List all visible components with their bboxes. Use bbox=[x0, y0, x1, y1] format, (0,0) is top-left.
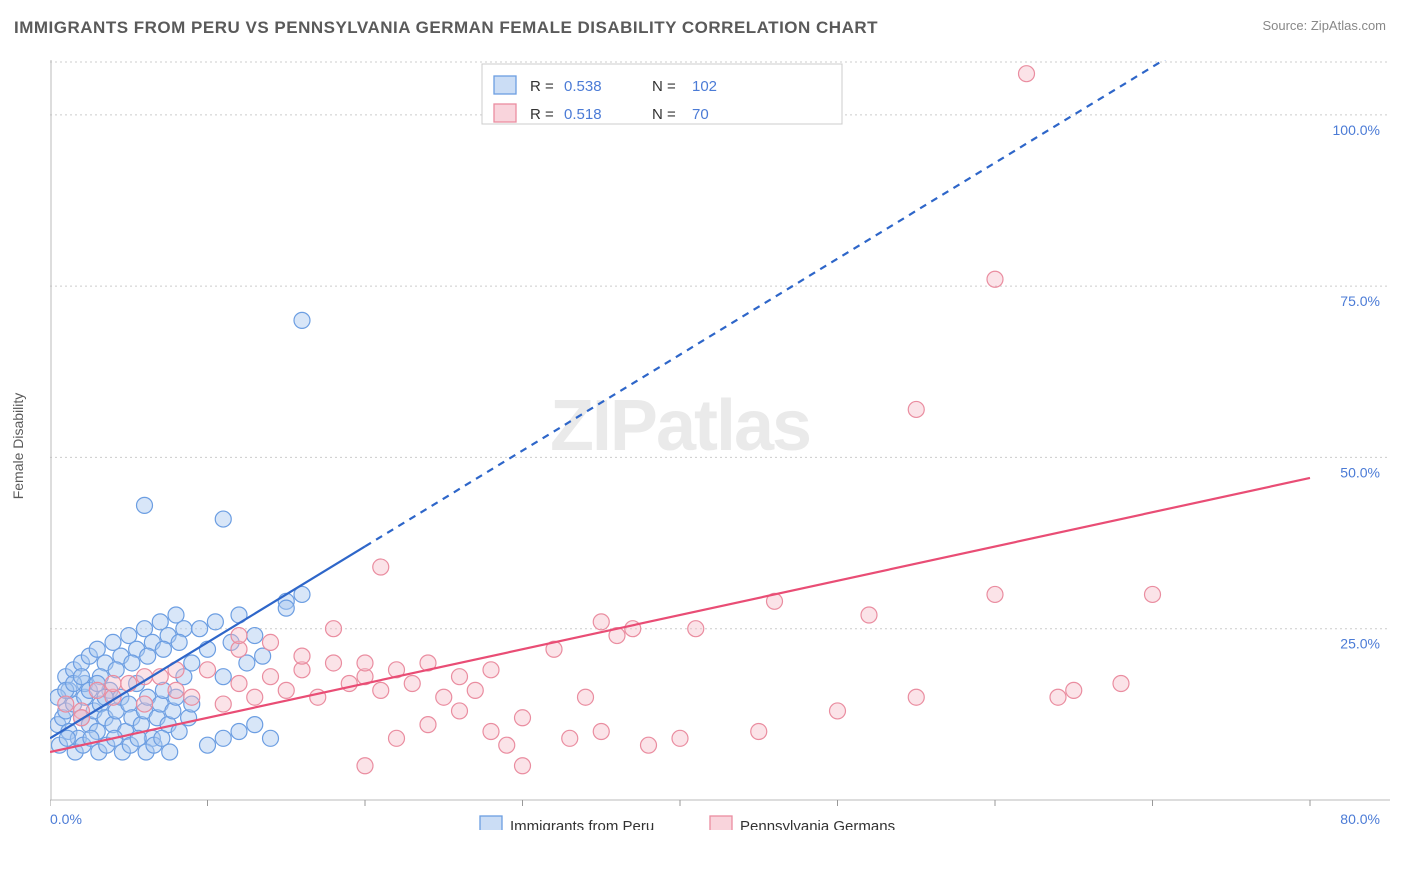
scatter-point bbox=[155, 641, 171, 657]
legend-r-label: R = bbox=[530, 78, 554, 95]
y-tick-label: 75.0% bbox=[1340, 293, 1380, 309]
scatter-point bbox=[231, 628, 247, 644]
legend-n-label: N = bbox=[652, 106, 676, 123]
y-tick-label: 100.0% bbox=[1333, 122, 1380, 138]
y-axis-label: Female Disability bbox=[10, 393, 26, 500]
scatter-point bbox=[1066, 682, 1082, 698]
scatter-point bbox=[499, 737, 515, 753]
scatter-point bbox=[231, 676, 247, 692]
scatter-point bbox=[483, 723, 499, 739]
scatter-point bbox=[124, 655, 140, 671]
scatter-point bbox=[987, 271, 1003, 287]
chart-title: IMMIGRANTS FROM PERU VS PENNSYLVANIA GER… bbox=[14, 18, 878, 38]
legend-n-label: N = bbox=[652, 78, 676, 95]
scatter-point bbox=[515, 758, 531, 774]
legend-swatch bbox=[494, 104, 516, 122]
scatter-point bbox=[247, 717, 263, 733]
scatter-point bbox=[137, 497, 153, 513]
scatter-point bbox=[483, 662, 499, 678]
trend-line-dashed bbox=[365, 60, 1231, 546]
scatter-point bbox=[137, 696, 153, 712]
scatter-point bbox=[215, 730, 231, 746]
scatter-point bbox=[641, 737, 657, 753]
scatter-point bbox=[326, 655, 342, 671]
scatter-point bbox=[908, 689, 924, 705]
scatter-point bbox=[192, 621, 208, 637]
scatter-point bbox=[215, 511, 231, 527]
scatter-point bbox=[278, 600, 294, 616]
scatter-point bbox=[162, 744, 178, 760]
scatter-point bbox=[200, 662, 216, 678]
scatter-point bbox=[515, 710, 531, 726]
legend-swatch bbox=[494, 76, 516, 94]
scatter-plot: 25.0% 50.0% 75.0% 100.0% 0.0% 80.0% ZIPatlas R … bbox=[50, 60, 1390, 830]
scatter-point bbox=[404, 676, 420, 692]
scatter-point bbox=[436, 689, 452, 705]
scatter-point bbox=[247, 689, 263, 705]
series-swatch bbox=[480, 816, 502, 830]
scatter-point bbox=[452, 669, 468, 685]
scatter-point bbox=[467, 682, 483, 698]
scatter-point bbox=[389, 730, 405, 746]
scatter-point bbox=[326, 621, 342, 637]
scatter-point bbox=[207, 614, 223, 630]
scatter-point bbox=[215, 669, 231, 685]
legend-r-label: R = bbox=[530, 106, 554, 123]
chart-canvas: 25.0% 50.0% 75.0% 100.0% 0.0% 80.0% ZIPatlas R … bbox=[50, 60, 1390, 830]
scatter-point bbox=[672, 730, 688, 746]
scatter-point bbox=[231, 723, 247, 739]
scatter-point bbox=[373, 559, 389, 575]
scatter-point bbox=[578, 689, 594, 705]
scatter-point bbox=[263, 730, 279, 746]
scatter-point bbox=[1050, 689, 1066, 705]
y-tick-label: 25.0% bbox=[1340, 636, 1380, 652]
scatter-point bbox=[751, 723, 767, 739]
series-swatch bbox=[710, 816, 732, 830]
series-label: Immigrants from Peru bbox=[510, 818, 654, 830]
scatter-point bbox=[140, 648, 156, 664]
scatter-point bbox=[987, 586, 1003, 602]
scatter-point bbox=[1113, 676, 1129, 692]
scatter-point bbox=[688, 621, 704, 637]
scatter-point bbox=[168, 682, 184, 698]
scatter-point bbox=[1145, 586, 1161, 602]
source-attribution: Source: ZipAtlas.com bbox=[1262, 18, 1386, 33]
scatter-point bbox=[1019, 66, 1035, 82]
series-label: Pennsylvania Germans bbox=[740, 818, 895, 830]
scatter-point bbox=[263, 634, 279, 650]
scatter-point bbox=[452, 703, 468, 719]
scatter-point bbox=[58, 696, 74, 712]
y-tick-label: 50.0% bbox=[1340, 464, 1380, 480]
scatter-point bbox=[562, 730, 578, 746]
scatter-point bbox=[593, 723, 609, 739]
scatter-point bbox=[184, 689, 200, 705]
scatter-point bbox=[593, 614, 609, 630]
scatter-point bbox=[908, 401, 924, 417]
scatter-point bbox=[184, 655, 200, 671]
scatter-point bbox=[247, 628, 263, 644]
legend-n-value: 102 bbox=[692, 78, 717, 95]
scatter-point bbox=[278, 682, 294, 698]
scatter-point bbox=[215, 696, 231, 712]
scatter-point bbox=[420, 717, 436, 733]
watermark: ZIPatlas bbox=[550, 386, 810, 466]
scatter-point bbox=[830, 703, 846, 719]
x-tick-label-max: 80.0% bbox=[1340, 811, 1380, 827]
x-tick-label-min: 0.0% bbox=[50, 811, 82, 827]
scatter-point bbox=[263, 669, 279, 685]
scatter-point bbox=[89, 682, 105, 698]
scatter-point bbox=[373, 682, 389, 698]
legend-r-value: 0.538 bbox=[564, 78, 602, 95]
scatter-point bbox=[105, 676, 121, 692]
scatter-point bbox=[200, 737, 216, 753]
scatter-point bbox=[294, 648, 310, 664]
scatter-point bbox=[861, 607, 877, 623]
legend-r-value: 0.518 bbox=[564, 106, 602, 123]
scatter-point bbox=[357, 758, 373, 774]
scatter-point bbox=[171, 634, 187, 650]
scatter-point bbox=[294, 312, 310, 328]
scatter-point bbox=[357, 655, 373, 671]
legend-n-value: 70 bbox=[692, 106, 709, 123]
